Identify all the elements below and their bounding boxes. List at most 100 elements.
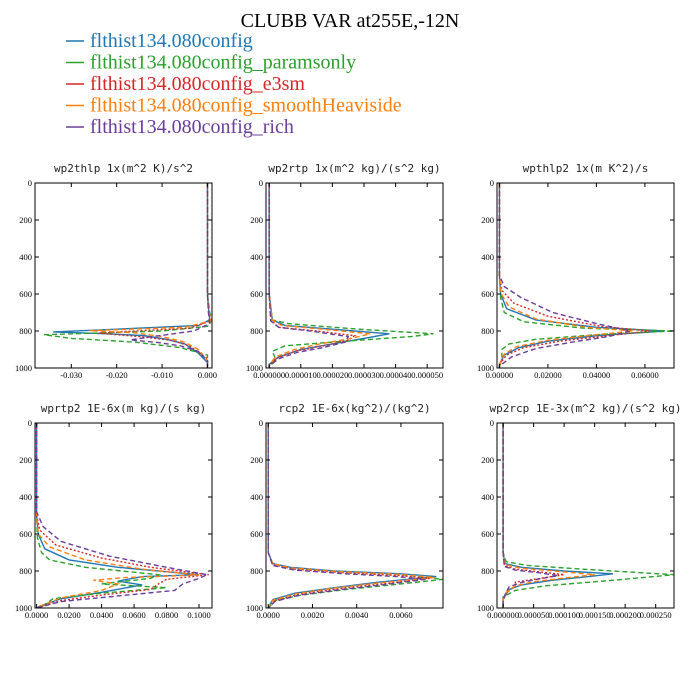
chart-title: CLUBB VAR at255E,-12N (241, 10, 460, 32)
x-tick-label: 0.000000 (487, 610, 519, 620)
plot-area (502, 423, 674, 608)
plot-frame (265, 422, 444, 609)
y-tick-label: 800 (481, 326, 494, 336)
plot-area (35, 423, 210, 608)
series-line (130, 183, 211, 368)
series-line (268, 183, 350, 368)
series-line (268, 183, 371, 368)
series-line (498, 183, 650, 368)
panel-title: wprtp2 1E-6x(m kg)/(s kg) (41, 402, 207, 415)
x-tick-label: -0.010 (151, 370, 173, 380)
x-tick-label: 0.00000 (486, 370, 514, 380)
series-line (35, 423, 210, 608)
x-tick-label: 0.0040 (345, 610, 368, 620)
plot-frame (34, 182, 213, 369)
x-tick-label: 0.000030 (348, 370, 380, 380)
series-line (267, 423, 426, 608)
x-tick-label: 0.000150 (579, 610, 611, 620)
y-tick-label: 0 (259, 418, 263, 428)
y-tick-label: 600 (481, 529, 494, 539)
plot-frame (496, 422, 675, 609)
x-tick-label: 0.0400 (90, 610, 113, 620)
panel: wpthlp2 1x(m K^2)/s 0 200 400 600 800 10000.00… (477, 162, 675, 380)
panel: wp2rcp 1E-3x(m^2 kg)/(s^2 kg) 0 200 400 600 8… (477, 402, 682, 620)
x-tick-label: 0.000200 (609, 610, 641, 620)
y-tick-label: 1000 (15, 363, 32, 373)
y-tick-label: 400 (19, 492, 32, 502)
panel: wp2thlp 1x(m^2 K)/s^2 0 200 400 600 800 1000 -0… (15, 162, 217, 380)
x-tick-label: 0.0060 (389, 610, 412, 620)
y-tick-label: 400 (250, 492, 263, 502)
y-tick-label: 1000 (477, 363, 494, 373)
x-tick-label: 0.000250 (640, 610, 672, 620)
plot-frame (34, 422, 213, 609)
series-line (502, 423, 614, 608)
y-tick-label: 800 (250, 566, 263, 576)
legend-entry: flthist134.080config_smoothHeaviside (90, 95, 402, 117)
legend-entry: flthist134.080config_paramsonly (90, 52, 356, 74)
series-line (35, 423, 200, 608)
series-line (35, 423, 200, 608)
y-tick-label: 600 (481, 289, 494, 299)
y-tick-label: 200 (250, 215, 263, 225)
x-tick-label: 0.000040 (380, 370, 412, 380)
x-tick-label: -0.020 (106, 370, 128, 380)
panels: wp2thlp 1x(m^2 K)/s^2 0 200 400 600 800 1000 -0… (15, 162, 682, 620)
series-line (498, 183, 633, 368)
series-line (35, 423, 209, 608)
plot-area (498, 183, 674, 368)
x-tick-label: 0.0000 (257, 610, 280, 620)
series-line (35, 423, 167, 608)
series-line (502, 423, 559, 608)
y-tick-label: 800 (481, 566, 494, 576)
panel: rcp2 1E-6x(kg^2)/(kg^2) 0 200 400 600 800 1000… (246, 402, 444, 620)
series-line (267, 423, 437, 608)
panel-title: wpthlp2 1x(m K^2)/s (523, 162, 649, 175)
plot-frame (265, 182, 444, 369)
panel: wprtp2 1E-6x(m kg)/(s kg) 0 200 400 600 800 10… (15, 402, 213, 620)
x-tick-label: 0.0000 (25, 610, 48, 620)
y-tick-label: 1000 (246, 603, 263, 613)
x-tick-label: 0.000 (198, 370, 217, 380)
panel: wp2rtp 1x(m^2 kg)/(s^2 kg) 0 200 400 600 800 1… (246, 162, 444, 380)
series-line (53, 183, 211, 368)
x-tick-label: 0.0200 (57, 610, 80, 620)
y-tick-label: 1000 (246, 363, 263, 373)
legend-entry: flthist134.080config_e3sm (90, 73, 305, 95)
y-tick-label: 600 (19, 529, 32, 539)
y-tick-label: 800 (250, 326, 263, 336)
x-tick-label: 0.0600 (122, 610, 145, 620)
x-tick-label: 0.06000 (631, 370, 659, 380)
y-tick-label: 0 (490, 178, 494, 188)
x-tick-label: 0.1000 (187, 610, 210, 620)
y-tick-label: 200 (481, 215, 494, 225)
series-line (98, 183, 212, 368)
y-tick-label: 400 (481, 252, 494, 262)
series-line (268, 183, 390, 368)
legend-entry: flthist134.080config_rich (90, 116, 294, 138)
panel-title: wp2rtp 1x(m^2 kg)/(s^2 kg) (268, 162, 440, 175)
y-tick-label: 800 (19, 566, 32, 576)
x-tick-label: 0.000100 (548, 610, 580, 620)
legend-entry: flthist134.080config (90, 30, 253, 52)
x-tick-label: 0.04000 (583, 370, 611, 380)
series-line (89, 183, 212, 368)
y-tick-label: 600 (19, 289, 32, 299)
x-tick-label: 0.000000 (253, 370, 285, 380)
series-line (498, 183, 674, 368)
y-tick-label: 400 (481, 492, 494, 502)
x-tick-label: -0.030 (60, 370, 82, 380)
y-tick-label: 400 (250, 252, 263, 262)
y-tick-label: 0 (490, 418, 494, 428)
y-tick-label: 200 (481, 455, 494, 465)
y-tick-label: 400 (19, 252, 32, 262)
y-tick-label: 600 (250, 529, 263, 539)
x-tick-label: 0.0020 (301, 610, 324, 620)
plot-frame (496, 182, 675, 369)
x-tick-label: 0.000050 (411, 370, 443, 380)
series-line (43, 183, 212, 368)
x-tick-label: 0.000050 (518, 610, 550, 620)
x-tick-label: 0.0800 (155, 610, 178, 620)
plot-area (43, 183, 212, 368)
series-line (502, 423, 674, 608)
